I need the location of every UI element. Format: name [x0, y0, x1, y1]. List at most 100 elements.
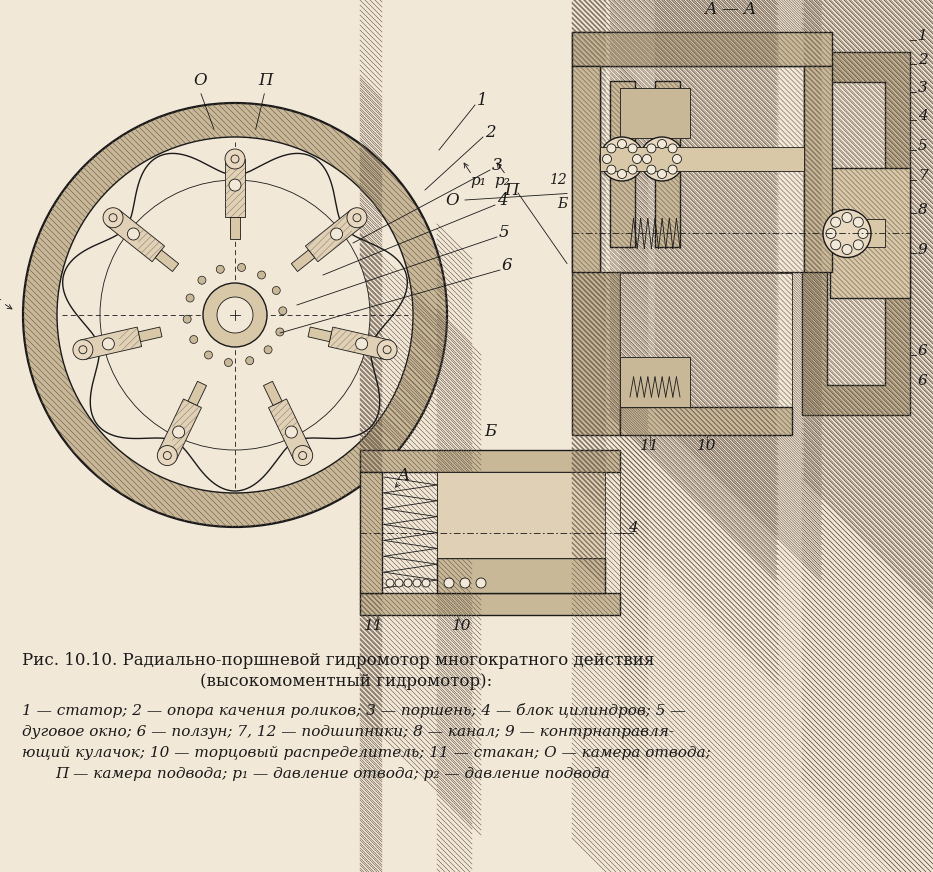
Polygon shape [305, 210, 363, 262]
Circle shape [460, 578, 470, 588]
Bar [600, 65, 804, 272]
Text: A: A [0, 287, 1, 304]
Text: 10: 10 [453, 619, 472, 633]
Text: О: О [193, 72, 207, 89]
Circle shape [618, 140, 626, 148]
Text: 6: 6 [918, 344, 927, 358]
Bar [610, 80, 635, 247]
Circle shape [854, 240, 863, 249]
Bar [655, 80, 680, 247]
Circle shape [606, 165, 616, 174]
Circle shape [347, 208, 367, 228]
Bar [620, 407, 792, 435]
Bar [830, 168, 910, 298]
Bar [572, 32, 620, 435]
Circle shape [395, 579, 403, 587]
Circle shape [238, 263, 245, 271]
Bar [600, 147, 804, 171]
Circle shape [285, 426, 298, 438]
Bar [620, 407, 792, 435]
Circle shape [673, 154, 681, 164]
Polygon shape [225, 159, 245, 217]
Circle shape [643, 154, 651, 164]
Bar [360, 472, 382, 593]
Text: 2: 2 [485, 124, 495, 141]
Polygon shape [80, 327, 142, 359]
Circle shape [186, 294, 194, 302]
Circle shape [158, 446, 177, 466]
Bar [620, 357, 690, 407]
Circle shape [279, 307, 286, 315]
Circle shape [628, 144, 637, 153]
Text: П: П [258, 72, 272, 89]
Circle shape [276, 328, 284, 336]
Circle shape [444, 578, 454, 588]
Text: 4: 4 [918, 109, 927, 123]
Circle shape [633, 154, 642, 164]
Circle shape [404, 579, 412, 587]
Text: 11: 11 [364, 619, 383, 633]
Circle shape [330, 228, 342, 240]
Text: Б: Б [484, 423, 496, 440]
Text: р₁: р₁ [470, 174, 486, 188]
Circle shape [203, 283, 267, 347]
Circle shape [628, 165, 637, 174]
Polygon shape [308, 327, 331, 342]
Text: П — камера подвода; p₁ — давление отвода; p₂ — давление подвода: П — камера подвода; p₁ — давление отвода… [55, 767, 610, 781]
Circle shape [293, 446, 313, 466]
Bar [360, 593, 620, 615]
Circle shape [618, 169, 626, 179]
Circle shape [229, 179, 241, 191]
Text: 5: 5 [499, 224, 509, 241]
Polygon shape [230, 217, 240, 239]
Circle shape [386, 579, 394, 587]
Circle shape [189, 336, 198, 344]
Circle shape [603, 154, 611, 164]
Polygon shape [106, 210, 164, 262]
Text: ющий кулачок; 10 — торцовый распределитель; 11 — стакан; О — камера отвода;: ющий кулачок; 10 — торцовый распределите… [22, 746, 711, 760]
Circle shape [57, 137, 413, 493]
Bar [572, 32, 620, 435]
Text: 8: 8 [918, 202, 927, 216]
Bar [382, 472, 620, 593]
Circle shape [272, 287, 280, 295]
Bar [572, 65, 600, 272]
Circle shape [217, 297, 253, 333]
Circle shape [606, 144, 616, 153]
Bar [572, 32, 832, 65]
Circle shape [668, 165, 677, 174]
Text: (высокомоментный гидромотор):: (высокомоментный гидромотор): [200, 673, 493, 690]
Circle shape [245, 357, 254, 364]
Text: 6: 6 [502, 257, 512, 274]
Circle shape [668, 144, 677, 153]
Text: 6: 6 [918, 374, 927, 388]
Text: дуговое окно; 6 — ползун; 7, 12 — подшипники; 8 — канал; 9 — контрнаправля-: дуговое окно; 6 — ползун; 7, 12 — подшип… [22, 726, 674, 739]
Circle shape [658, 169, 666, 179]
Text: 2: 2 [918, 53, 927, 67]
Bar [437, 558, 605, 593]
Circle shape [842, 244, 852, 255]
Circle shape [198, 276, 206, 284]
Text: Б: Б [557, 197, 567, 212]
Text: A: A [397, 467, 409, 484]
Text: 3: 3 [918, 81, 927, 95]
Bar [827, 82, 885, 385]
Bar [572, 32, 832, 65]
Circle shape [103, 208, 123, 228]
Text: 3: 3 [492, 157, 503, 174]
Circle shape [823, 209, 871, 257]
Circle shape [858, 228, 868, 239]
Bar [360, 593, 620, 615]
Circle shape [216, 265, 224, 273]
Circle shape [413, 579, 421, 587]
Circle shape [128, 228, 139, 240]
Bar [360, 472, 382, 593]
Text: А — А: А — А [704, 1, 758, 18]
Text: 10: 10 [697, 439, 717, 453]
Text: 7: 7 [918, 169, 927, 183]
Bar [804, 65, 832, 272]
Text: 4: 4 [497, 192, 508, 209]
Circle shape [377, 340, 397, 360]
Polygon shape [155, 250, 179, 271]
Polygon shape [138, 327, 162, 342]
